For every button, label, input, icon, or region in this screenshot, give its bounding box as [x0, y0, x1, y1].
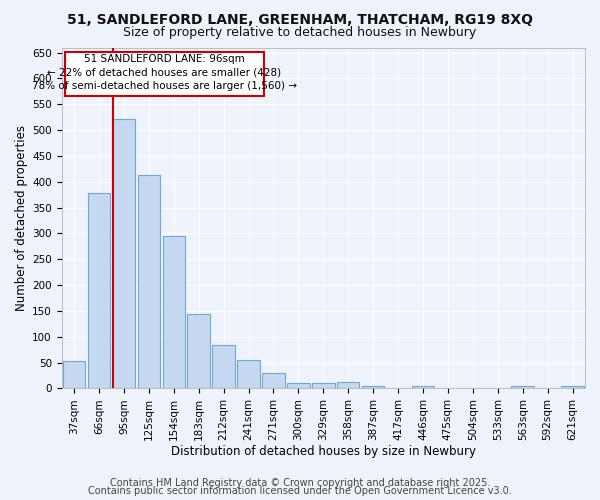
Bar [511, 386, 534, 388]
Bar [212, 344, 235, 389]
Bar [88, 193, 110, 388]
Text: 51 SANDLEFORD LANE: 96sqm
← 22% of detached houses are smaller (428)
78% of semi: 51 SANDLEFORD LANE: 96sqm ← 22% of detac… [32, 54, 297, 90]
Bar [187, 314, 210, 388]
Bar [113, 119, 135, 388]
Y-axis label: Number of detached properties: Number of detached properties [15, 125, 28, 311]
Text: Contains public sector information licensed under the Open Government Licence v3: Contains public sector information licen… [88, 486, 512, 496]
Bar [412, 386, 434, 388]
Bar [262, 373, 284, 388]
Bar [137, 174, 160, 388]
Text: 51, SANDLEFORD LANE, GREENHAM, THATCHAM, RG19 8XQ: 51, SANDLEFORD LANE, GREENHAM, THATCHAM,… [67, 12, 533, 26]
Bar [562, 386, 584, 388]
Bar [238, 360, 260, 388]
Bar [63, 361, 85, 388]
Bar [362, 386, 385, 388]
Text: Contains HM Land Registry data © Crown copyright and database right 2025.: Contains HM Land Registry data © Crown c… [110, 478, 490, 488]
Bar [337, 382, 359, 388]
Bar [287, 384, 310, 388]
X-axis label: Distribution of detached houses by size in Newbury: Distribution of detached houses by size … [171, 444, 476, 458]
FancyBboxPatch shape [65, 52, 263, 96]
Bar [163, 236, 185, 388]
Text: Size of property relative to detached houses in Newbury: Size of property relative to detached ho… [124, 26, 476, 39]
Bar [312, 384, 335, 388]
